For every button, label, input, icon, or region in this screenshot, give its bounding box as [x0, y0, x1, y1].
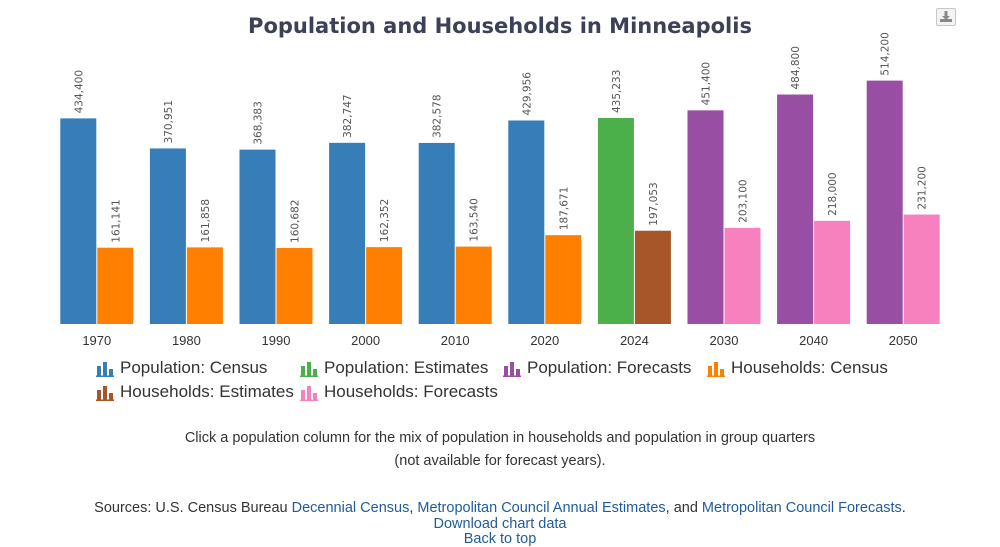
bar-households-1980[interactable] [186, 247, 223, 324]
legend-label: Households: Estimates [120, 382, 294, 401]
data-label-households-2020: 187,671 [558, 187, 570, 230]
data-label-population-2040: 484,800 [790, 46, 802, 89]
legend-label: Households: Forecasts [324, 382, 498, 401]
bar-chart-icon [300, 385, 318, 401]
bar-population-1990[interactable] [239, 149, 276, 324]
x-tick-label-2040: 2040 [799, 333, 828, 348]
data-label-population-2010: 382,578 [432, 94, 444, 137]
data-label-population-2050: 514,200 [880, 32, 892, 75]
sources-separator-1: , [409, 500, 418, 516]
x-tick-label-1990: 1990 [262, 333, 291, 348]
legend-item-households-census[interactable]: Households: Census [707, 358, 888, 378]
legend-item-households-forecasts[interactable]: Households: Forecasts [300, 382, 498, 402]
bar-population-2030[interactable] [687, 110, 724, 324]
chart-note-line-2: (not available for forecast years). [394, 453, 606, 469]
legend-label: Population: Estimates [324, 358, 489, 377]
bar-population-2040[interactable] [777, 94, 814, 324]
data-label-households-2024: 197,053 [648, 182, 660, 225]
legend-label: Population: Forecasts [527, 358, 692, 377]
legend-item-population-estimates[interactable]: Population: Estimates [300, 358, 488, 378]
data-label-households-1990: 160,682 [290, 200, 302, 243]
back-to-top-link[interactable]: Back to top [463, 531, 537, 547]
x-tick-label-2030: 2030 [710, 333, 739, 348]
bar-chart-icon [503, 361, 521, 377]
bar-chart: 434,400 161,141 1970 370,951 161,858 1980 368,… [60, 32, 940, 348]
legend-item-households-estimates[interactable]: Households: Estimates [96, 382, 294, 402]
data-label-population-1980: 370,951 [163, 100, 175, 143]
data-label-households-2050: 231,200 [917, 166, 929, 209]
x-tick-label-2050: 2050 [889, 333, 918, 348]
x-tick-label-2010: 2010 [441, 333, 470, 348]
bar-population-1980[interactable] [149, 148, 186, 324]
legend-label: Population: Census [120, 358, 268, 377]
annual-estimates-link[interactable]: Metropolitan Council Annual Estimates [417, 500, 666, 516]
bar-households-2024[interactable] [634, 230, 671, 324]
data-label-population-1990: 368,383 [253, 101, 265, 144]
data-label-households-1980: 161,858 [200, 199, 212, 242]
x-tick-label-1980: 1980 [172, 333, 201, 348]
bar-households-1970[interactable] [97, 247, 134, 324]
data-label-households-1970: 161,141 [110, 199, 122, 242]
data-label-population-1970: 434,400 [73, 70, 85, 113]
bar-population-2000[interactable] [329, 142, 366, 324]
bar-households-2010[interactable] [455, 246, 492, 324]
data-label-households-2000: 162,352 [379, 199, 391, 242]
data-label-population-2030: 451,400 [701, 62, 713, 105]
bar-households-2050[interactable] [903, 214, 940, 324]
bar-chart-icon [96, 385, 114, 401]
bar-population-1970[interactable] [60, 118, 97, 324]
sources-suffix: . [901, 500, 906, 516]
data-label-population-2024: 435,233 [611, 70, 623, 113]
x-tick-label-2000: 2000 [351, 333, 380, 348]
sources-line: Sources: U.S. Census Bureau Decennial Ce… [0, 500, 1000, 516]
bar-population-2010[interactable] [418, 142, 455, 324]
download-chart-data-link[interactable]: Download chart data [433, 516, 567, 532]
bar-population-2020[interactable] [508, 120, 545, 325]
bar-households-1990[interactable] [276, 247, 313, 324]
data-label-population-2020: 429,956 [521, 72, 533, 116]
sources-prefix: Sources: U.S. Census Bureau [94, 500, 292, 516]
decennial-census-link[interactable]: Decennial Census [291, 500, 410, 516]
x-tick-label-2024: 2024 [620, 333, 649, 348]
bar-population-2024[interactable] [597, 117, 634, 324]
bar-chart-icon [96, 361, 114, 377]
forecasts-link[interactable]: Metropolitan Council Forecasts [701, 500, 902, 516]
bar-chart-icon [707, 361, 725, 377]
bar-households-2000[interactable] [366, 247, 403, 324]
export-menu-button[interactable] [936, 8, 956, 26]
data-label-households-2010: 163,540 [469, 198, 481, 241]
bar-chart-icon [300, 361, 318, 377]
sources-separator-2: , and [665, 500, 702, 516]
download-icon [940, 11, 952, 22]
bar-households-2040[interactable] [814, 220, 851, 324]
legend-item-population-forecasts[interactable]: Population: Forecasts [503, 358, 691, 378]
x-tick-label-1970: 1970 [82, 333, 111, 348]
data-label-households-2040: 218,000 [827, 172, 839, 215]
chart-note-line-1: Click a population column for the mix of… [184, 430, 816, 446]
bar-households-2020[interactable] [545, 235, 582, 324]
legend-label: Households: Census [731, 358, 888, 377]
bar-households-2030[interactable] [724, 227, 761, 324]
x-tick-label-2020: 2020 [530, 333, 559, 348]
bar-population-2050[interactable] [866, 80, 903, 324]
chart-title: Population and Households in Minneapolis [248, 14, 752, 38]
legend-item-population-census[interactable]: Population: Census [96, 358, 267, 378]
data-label-population-2000: 382,747 [342, 94, 354, 137]
data-label-households-2030: 203,100 [738, 179, 750, 222]
